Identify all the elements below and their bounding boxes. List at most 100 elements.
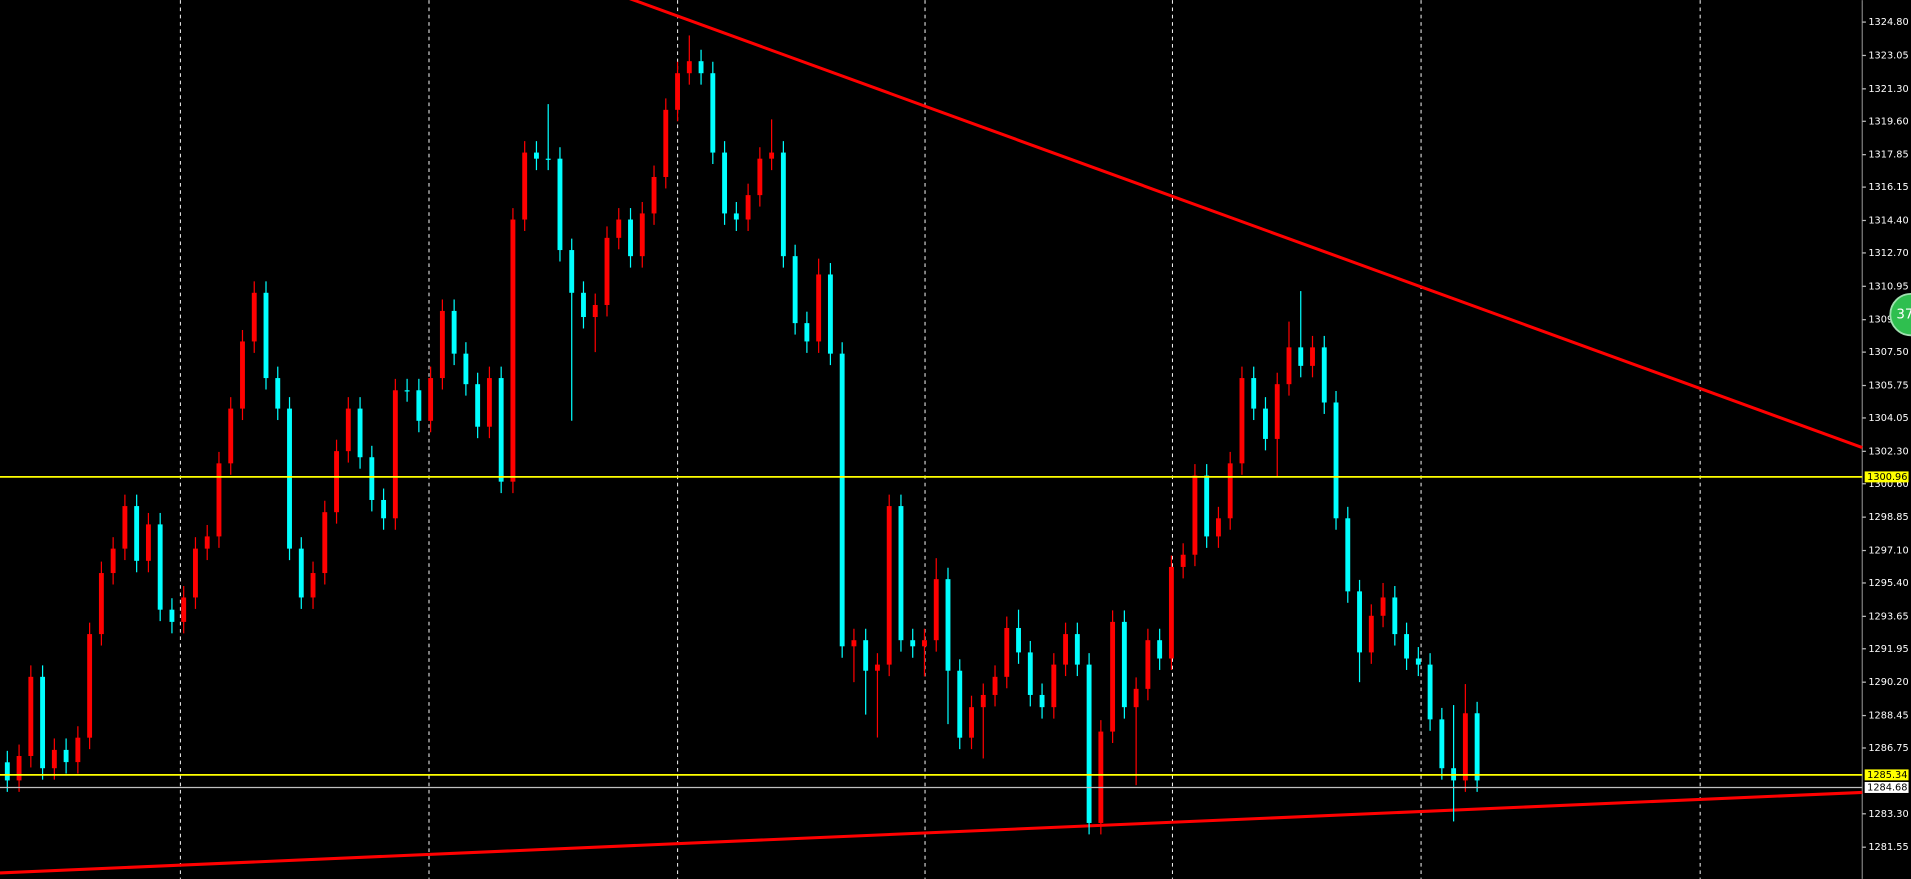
candle-body [345, 408, 351, 452]
candle-body [1180, 554, 1186, 567]
candle-body [639, 213, 645, 257]
candle-body [1051, 664, 1057, 708]
candle-body [1216, 518, 1221, 537]
y-tick-label: 1281.55 [1868, 842, 1908, 853]
candle-body [616, 219, 622, 238]
candle-body [1333, 402, 1339, 519]
candle-body [451, 310, 457, 354]
candle-body [1345, 518, 1351, 592]
candle-body [439, 310, 445, 379]
candle-body [498, 378, 504, 482]
candle-body [875, 664, 880, 671]
candle-body [1063, 634, 1069, 665]
candle-body [827, 274, 833, 354]
candle-body [275, 378, 281, 409]
candle-body [40, 676, 46, 769]
candle-body [404, 390, 410, 392]
candle-body [240, 341, 245, 409]
candle-body [287, 408, 292, 549]
candle-body [1310, 347, 1315, 366]
candle-body [63, 749, 69, 763]
candle-body [592, 305, 598, 318]
y-tick-label: 1300.60 [1868, 479, 1908, 490]
candle-body [428, 378, 434, 421]
candle-body [75, 737, 81, 763]
time-separators [179, 0, 1701, 879]
candle-body [1427, 664, 1433, 720]
candle-body [98, 573, 104, 635]
candle-body [957, 670, 963, 738]
candle-body [604, 237, 610, 306]
level-marker [1864, 471, 1909, 483]
candle-body [722, 152, 728, 214]
candle-body [181, 597, 187, 622]
candle-body [310, 573, 316, 598]
candle-body [157, 524, 163, 610]
candle-body [1404, 634, 1410, 659]
candle-body [1016, 627, 1021, 653]
candle-body [392, 390, 398, 519]
candle-body [1415, 658, 1421, 665]
candle-body [122, 506, 128, 549]
badge[interactable] [1889, 292, 1911, 337]
y-tick-label: 1304.05 [1868, 413, 1908, 424]
candle-body [1110, 621, 1116, 732]
candle-body [1039, 694, 1045, 708]
candle-body [1168, 566, 1174, 659]
y-tick-label: 1305.75 [1868, 381, 1908, 392]
candle-body [698, 61, 704, 74]
candle-body [980, 694, 986, 708]
candle-body [804, 323, 810, 342]
candle-body [381, 499, 387, 519]
candle-body [1368, 615, 1374, 653]
y-tick-label: 1324.80 [1868, 17, 1908, 28]
y-tick-label: 1283.30 [1868, 809, 1908, 820]
y-tick-label: 1297.10 [1868, 546, 1908, 557]
candle-body [1227, 463, 1233, 519]
candle-body [1274, 384, 1280, 439]
candle-body [1298, 347, 1304, 366]
candle-body [134, 506, 140, 561]
candle-body [663, 109, 669, 177]
candle-body [1239, 378, 1245, 464]
level-marker [1864, 781, 1909, 793]
candle-body [334, 451, 339, 513]
candle-body [922, 640, 927, 647]
candle-body [1121, 621, 1127, 708]
candle-body [581, 292, 586, 318]
candle-body [534, 152, 539, 159]
candle-body [1474, 713, 1480, 781]
candle-body [733, 213, 739, 220]
candle-body [569, 250, 575, 293]
candle-body [545, 158, 551, 160]
y-tick-label: 1291.95 [1868, 644, 1908, 655]
candle-body [933, 579, 939, 641]
candle-body [1098, 731, 1104, 823]
candle-body [1462, 713, 1468, 781]
y-tick-label: 1302.30 [1868, 446, 1908, 457]
candle-body [686, 61, 692, 74]
candle-body [357, 408, 363, 458]
y-tick-label: 1323.05 [1868, 50, 1908, 61]
candle-body [886, 506, 892, 665]
candle-body [204, 536, 210, 549]
candle-body [251, 292, 257, 342]
candle-body [522, 152, 528, 220]
badge-text: 37 [1896, 308, 1911, 323]
candle-body [769, 152, 775, 159]
y-tick-label: 1295.40 [1868, 578, 1908, 589]
level-label: 1300.96 [1867, 472, 1907, 483]
candle-body [863, 640, 869, 671]
candle-body [1286, 347, 1292, 385]
y-tick-label: 1309.20 [1868, 315, 1908, 326]
candle-body [898, 506, 904, 641]
candle-body [298, 548, 304, 598]
candle-body [486, 378, 492, 427]
candle-body [228, 408, 234, 464]
candle-body [1145, 640, 1151, 689]
candle-body [475, 384, 481, 427]
candle-body [1439, 719, 1445, 769]
candle-body [969, 707, 974, 738]
candle-body [1004, 627, 1010, 677]
